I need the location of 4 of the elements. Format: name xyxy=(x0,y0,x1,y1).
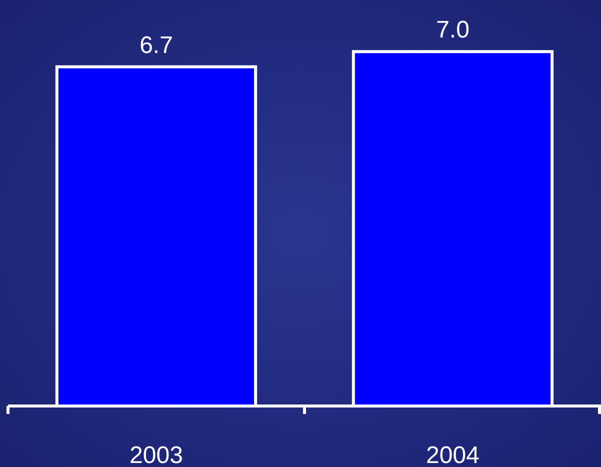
data-label: 7.0 xyxy=(436,16,470,44)
data-label: 6.7 xyxy=(140,32,173,59)
x-tick-label: 2004 xyxy=(426,442,480,467)
x-tick-label: 2003 xyxy=(130,442,183,467)
